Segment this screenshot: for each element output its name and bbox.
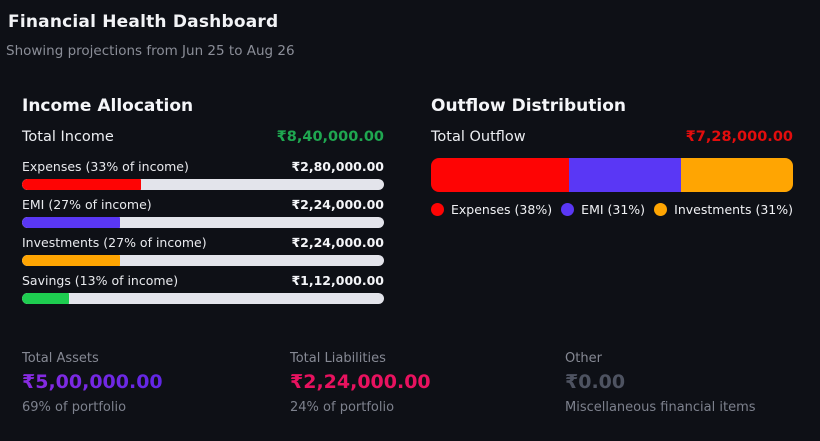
income-allocation-heading: Income Allocation bbox=[22, 96, 194, 116]
investments-progress-bar bbox=[22, 255, 384, 266]
income-row-value: ₹1,12,000.00 bbox=[291, 273, 384, 288]
expenses-progress-fill bbox=[22, 179, 142, 190]
outflow-legend: Expenses (38%) EMI (31%) Investments (31… bbox=[431, 202, 793, 217]
emi-legend-dot-icon bbox=[561, 203, 575, 216]
stat-other: Other ₹0.00 Miscellaneous financial item… bbox=[565, 351, 793, 415]
portfolio-stats: Total Assets ₹5,00,000.00 69% of portfol… bbox=[22, 351, 793, 415]
legend-label: Expenses (38%) bbox=[451, 202, 553, 217]
total-income-label: Total Income bbox=[22, 129, 114, 145]
expenses-progress-bar bbox=[22, 179, 384, 190]
stat-label: Other bbox=[565, 351, 602, 366]
emi-progress-bar bbox=[22, 217, 384, 228]
legend-item-emi: EMI (31%) bbox=[561, 202, 645, 217]
income-row-expenses: Expenses (33% of income) ₹2,80,000.00 bbox=[22, 159, 384, 190]
total-outflow-value: ₹7,28,000.00 bbox=[685, 129, 793, 145]
projection-range-subtitle: Showing projections from Jun 25 to Aug 2… bbox=[6, 43, 295, 59]
stat-label: Total Assets bbox=[22, 351, 99, 366]
dashboard-sections: Income Allocation Total Income ₹8,40,000… bbox=[22, 96, 793, 311]
total-income-row: Total Income ₹8,40,000.00 bbox=[22, 129, 384, 145]
legend-item-investments: Investments (31%) bbox=[654, 202, 793, 217]
income-row-label: Investments (27% of income) bbox=[22, 235, 207, 250]
outflow-distribution-section: Outflow Distribution Total Outflow ₹7,28… bbox=[431, 96, 793, 311]
income-row-value: ₹2,80,000.00 bbox=[291, 159, 384, 174]
income-row-investments: Investments (27% of income) ₹2,24,000.00 bbox=[22, 235, 384, 266]
stat-total-assets: Total Assets ₹5,00,000.00 69% of portfol… bbox=[22, 351, 290, 415]
legend-label: EMI (31%) bbox=[581, 202, 646, 217]
income-row-value: ₹2,24,000.00 bbox=[291, 197, 384, 212]
income-row-savings: Savings (13% of income) ₹1,12,000.00 bbox=[22, 273, 384, 304]
income-row-label: Expenses (33% of income) bbox=[22, 159, 189, 174]
total-assets-value: ₹5,00,000.00 bbox=[22, 371, 290, 394]
income-row-value: ₹2,24,000.00 bbox=[291, 235, 384, 250]
total-liabilities-value: ₹2,24,000.00 bbox=[290, 371, 431, 393]
legend-item-expenses: Expenses (38%) bbox=[431, 202, 552, 217]
total-income-value: ₹8,40,000.00 bbox=[276, 129, 384, 145]
outflow-distribution-heading: Outflow Distribution bbox=[431, 96, 626, 116]
legend-label: Investments (31%) bbox=[674, 202, 793, 217]
total-outflow-row: Total Outflow ₹7,28,000.00 bbox=[431, 129, 793, 145]
expenses-legend-dot-icon bbox=[431, 203, 444, 216]
other-value: ₹0.00 bbox=[565, 371, 626, 393]
income-row-emi: EMI (27% of income) ₹2,24,000.00 bbox=[22, 197, 384, 228]
page-title: Financial Health Dashboard bbox=[8, 12, 279, 32]
outflow-stacked-bar bbox=[431, 158, 793, 192]
dashboard-header: Financial Health Dashboard Showing proje… bbox=[6, 12, 793, 59]
stat-label: Total Liabilities bbox=[290, 351, 386, 366]
investments-segment bbox=[680, 158, 793, 192]
total-outflow-label: Total Outflow bbox=[431, 129, 526, 145]
investments-progress-fill bbox=[22, 255, 120, 266]
emi-segment bbox=[568, 158, 681, 192]
stat-total-liabilities: Total Liabilities ₹2,24,000.00 24% of po… bbox=[290, 351, 565, 415]
income-rows: Expenses (33% of income) ₹2,80,000.00 EM… bbox=[22, 159, 384, 304]
income-allocation-section: Income Allocation Total Income ₹8,40,000… bbox=[22, 96, 384, 311]
stat-subtext: 69% of portfolio bbox=[22, 399, 127, 415]
stat-subtext: 24% of portfolio bbox=[290, 399, 395, 415]
savings-progress-fill bbox=[22, 293, 70, 304]
expenses-segment bbox=[431, 158, 569, 192]
stat-subtext: Miscellaneous financial items bbox=[565, 399, 756, 415]
savings-progress-bar bbox=[22, 293, 384, 304]
emi-progress-fill bbox=[22, 217, 120, 228]
income-row-label: EMI (27% of income) bbox=[22, 197, 152, 212]
investments-legend-dot-icon bbox=[654, 203, 668, 216]
income-row-label: Savings (13% of income) bbox=[22, 273, 179, 288]
